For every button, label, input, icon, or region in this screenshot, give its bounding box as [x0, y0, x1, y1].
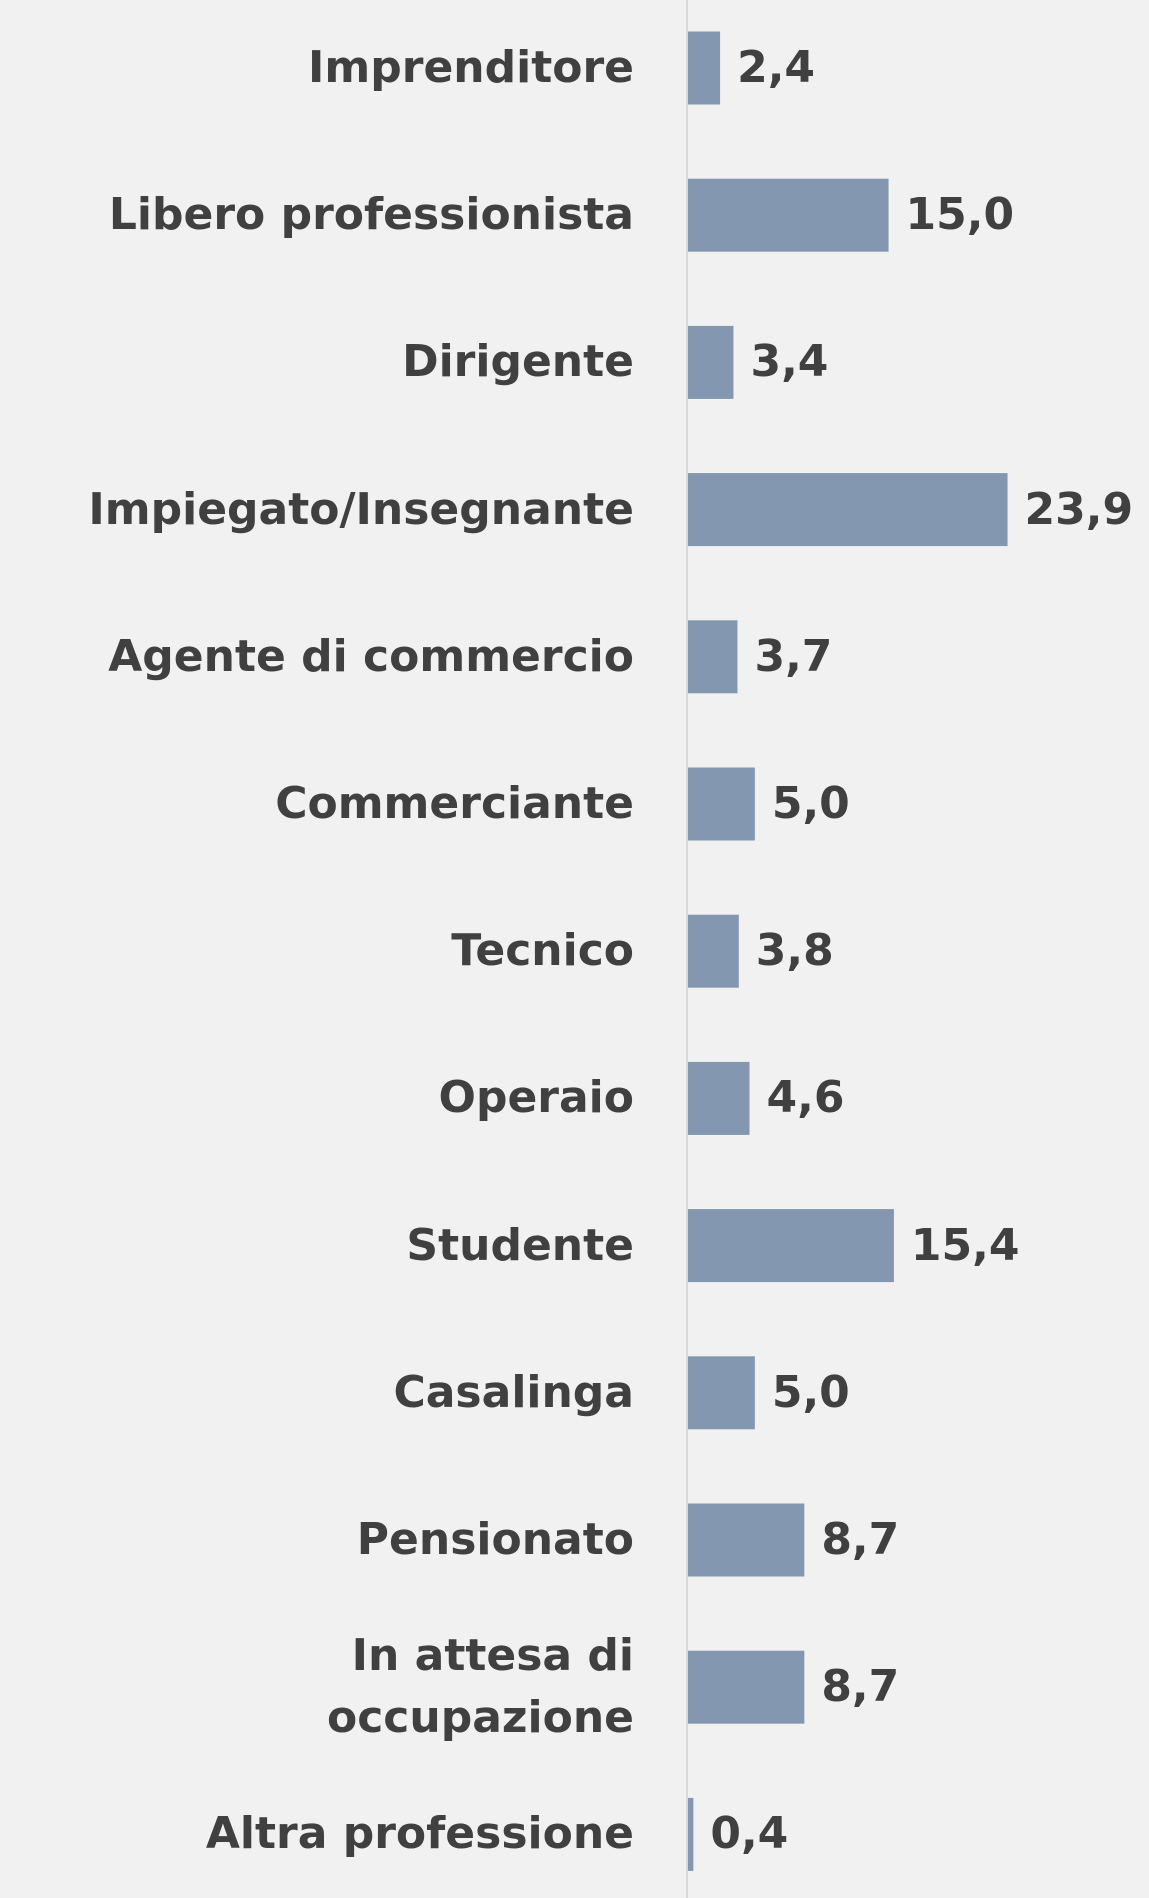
bar	[688, 1061, 750, 1135]
value-label: 3,8	[755, 925, 834, 977]
bar	[688, 767, 755, 841]
value-label: 2,4	[737, 42, 816, 93]
bar	[688, 178, 889, 252]
bar	[688, 914, 739, 988]
bar	[688, 325, 734, 399]
category-label: Pensionato	[356, 1514, 634, 1565]
value-label: 3,4	[750, 336, 829, 388]
value-label: 15,0	[905, 189, 1015, 241]
category-label: Agente di commercio	[108, 630, 634, 682]
bar	[688, 1356, 755, 1430]
category-label: Commerciante	[275, 778, 634, 829]
value-label: 8,7	[821, 1514, 900, 1565]
value-label: 0,4	[710, 1808, 789, 1860]
value-label: 15,4	[910, 1219, 1020, 1271]
category-label: Operaio	[438, 1072, 634, 1124]
value-label: 5,0	[771, 778, 850, 829]
bar	[688, 1650, 805, 1724]
value-label: 3,7	[754, 630, 833, 682]
bar	[688, 620, 738, 694]
category-label: Casalinga	[393, 1366, 634, 1418]
category-label: Impiegato/Insegnante	[88, 483, 634, 535]
category-label: Imprenditore	[308, 42, 634, 93]
category-label: Libero professionista	[108, 189, 634, 241]
value-label: 8,7	[821, 1661, 900, 1713]
value-label: 4,6	[766, 1072, 845, 1124]
category-label: In attesa di occupazione	[327, 1630, 634, 1744]
category-label: Studente	[406, 1219, 634, 1271]
bar	[688, 1209, 894, 1283]
value-label: 23,9	[1024, 483, 1134, 535]
bar	[688, 31, 721, 105]
value-label: 5,0	[771, 1366, 850, 1418]
category-label: Altra professione	[205, 1808, 634, 1860]
category-label: Dirigente	[402, 336, 634, 388]
bar	[688, 473, 1008, 547]
category-label: Tecnico	[451, 925, 634, 977]
bar	[688, 1797, 694, 1871]
bar	[688, 1503, 805, 1577]
